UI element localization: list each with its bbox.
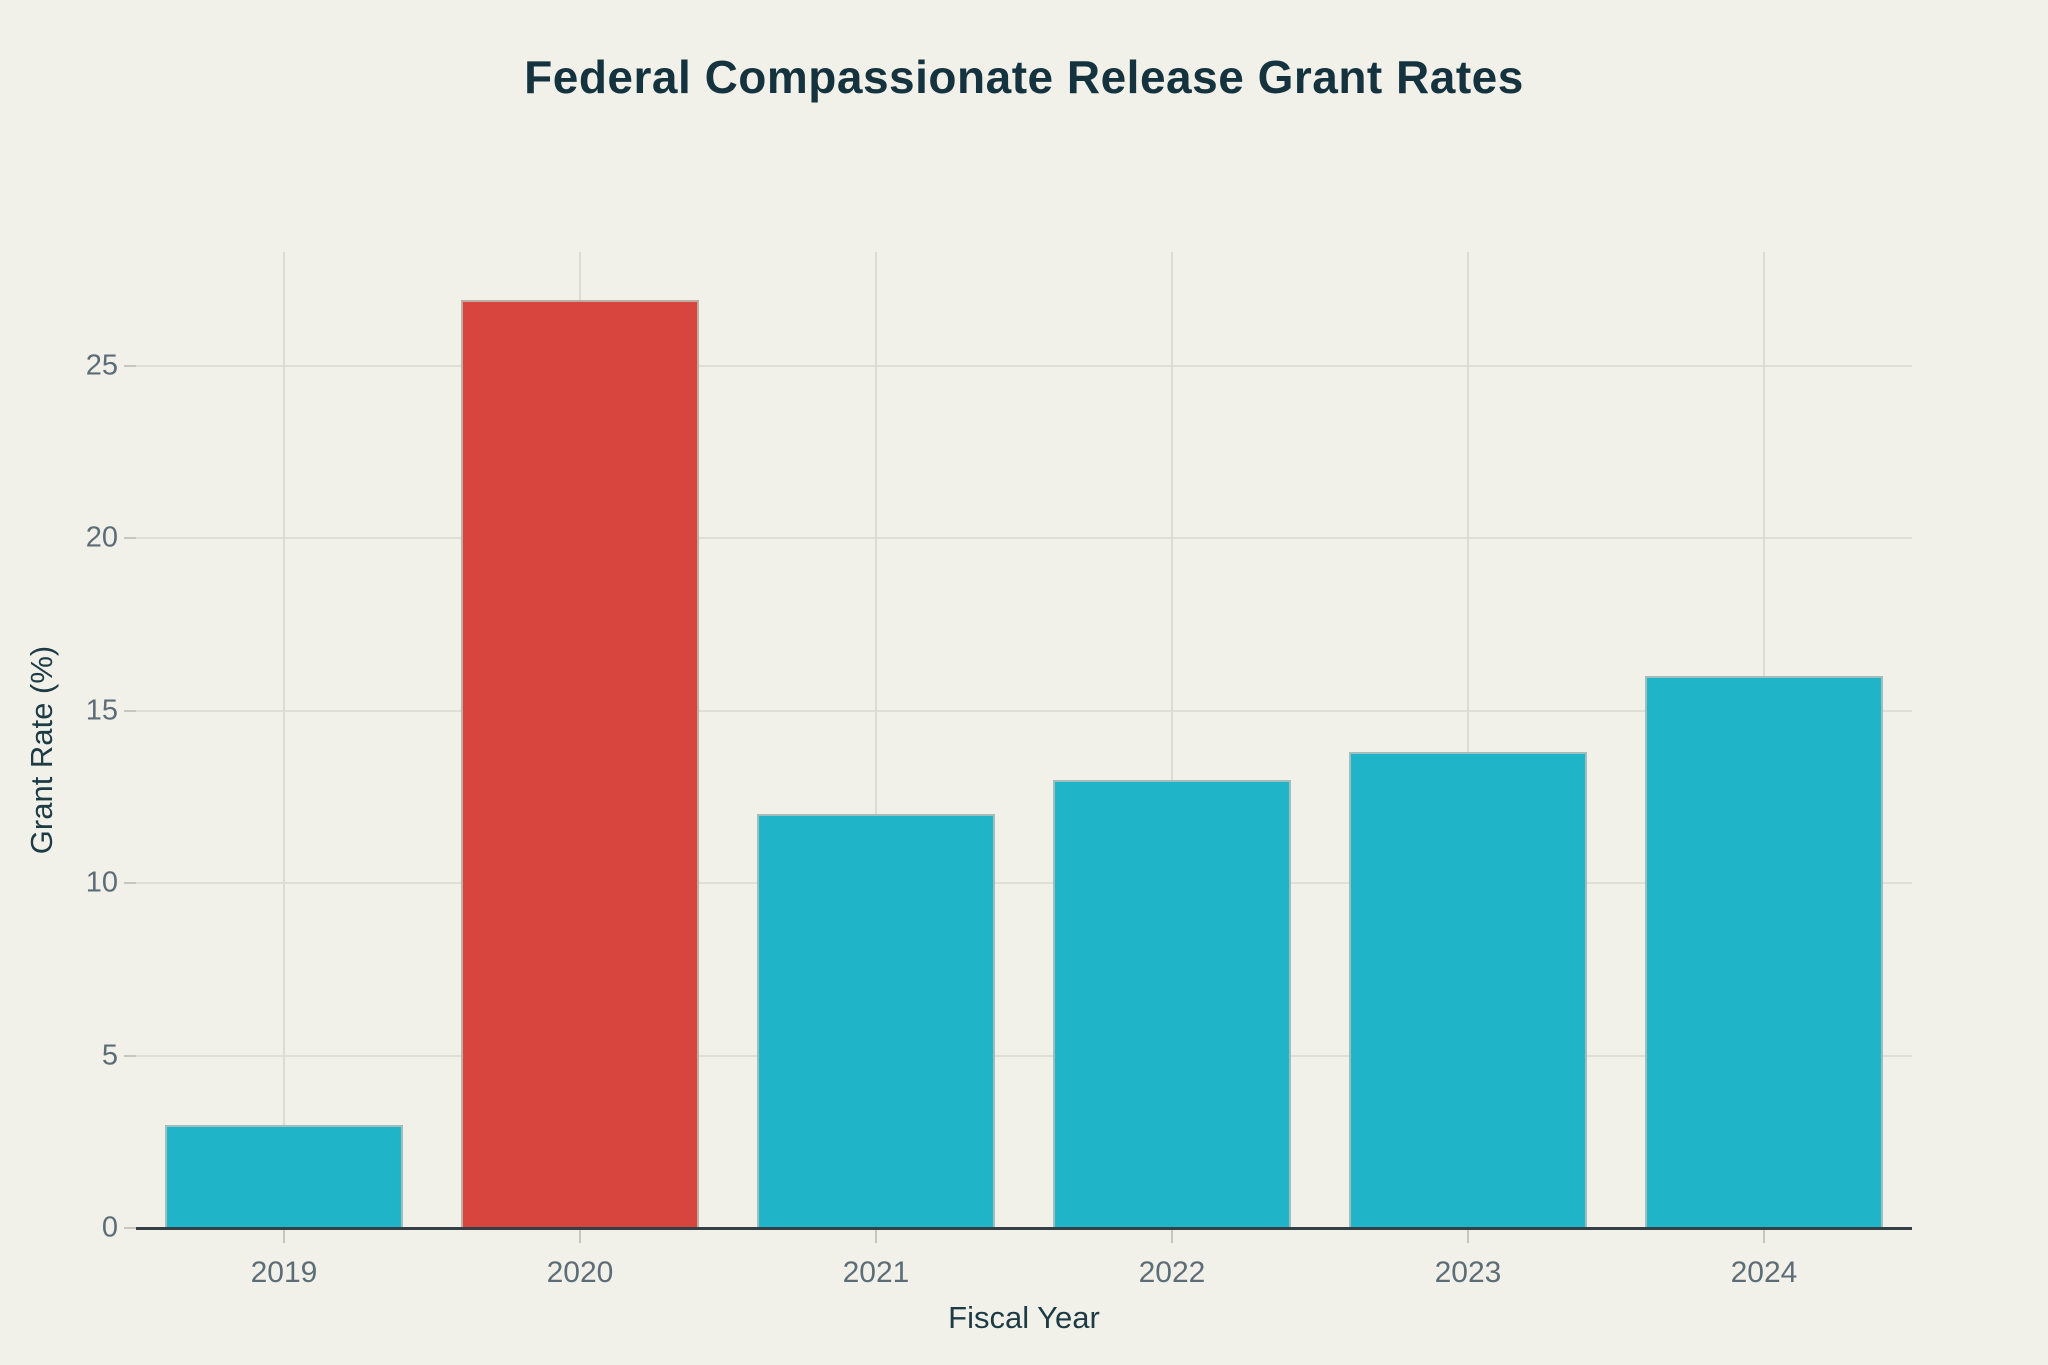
x-axis-title: Fiscal Year: [948, 1300, 1100, 1335]
y-tick-label: 20: [85, 521, 118, 554]
y-tick-mark: [124, 882, 136, 885]
y-gridline: [136, 1054, 1912, 1057]
bar-2021: [757, 814, 995, 1228]
x-gridline: [1171, 252, 1173, 1228]
y-tick-label: 25: [85, 349, 118, 382]
x-gridline: [1467, 252, 1469, 1228]
y-tick-mark: [124, 537, 136, 540]
x-tick-mark: [1763, 1230, 1765, 1243]
x-gridline: [875, 252, 877, 1228]
x-tick-label: 2021: [842, 1256, 910, 1289]
y-gridline: [136, 882, 1912, 885]
y-tick-mark: [124, 1054, 136, 1057]
y-tick-label: 0: [101, 1211, 118, 1244]
y-tick-label: 10: [85, 866, 118, 899]
x-gridline: [283, 252, 285, 1228]
x-tick-label: 2019: [250, 1256, 318, 1289]
bar-2020: [461, 300, 699, 1228]
y-gridline: [136, 709, 1912, 712]
bar-2019: [165, 1124, 403, 1228]
x-tick-mark: [283, 1230, 285, 1243]
y-tick-mark: [124, 1227, 136, 1229]
x-tick-mark: [1467, 1230, 1469, 1243]
chart-title: Federal Compassionate Release Grant Rate…: [524, 51, 1524, 103]
bar-2024: [1645, 676, 1883, 1228]
y-gridline: [136, 364, 1912, 367]
x-tick-label: 2020: [546, 1256, 614, 1289]
y-tick-label: 5: [101, 1039, 118, 1072]
x-tick-mark: [1171, 1230, 1173, 1243]
y-tick-mark: [124, 709, 136, 712]
x-tick-label: 2022: [1138, 1256, 1206, 1289]
bar-2022: [1053, 779, 1291, 1228]
x-tick-label: 2024: [1730, 1256, 1798, 1289]
y-axis-title: Grant Rate (%): [24, 645, 59, 855]
y-tick-label: 15: [85, 694, 118, 727]
x-tick-mark: [875, 1230, 877, 1243]
x-tick-label: 2023: [1434, 1256, 1502, 1289]
y-tick-mark: [124, 364, 136, 367]
x-tick-mark: [579, 1230, 581, 1243]
y-gridline: [136, 537, 1912, 540]
x-axis-line: [136, 1227, 1912, 1230]
bar-2023: [1349, 752, 1587, 1228]
